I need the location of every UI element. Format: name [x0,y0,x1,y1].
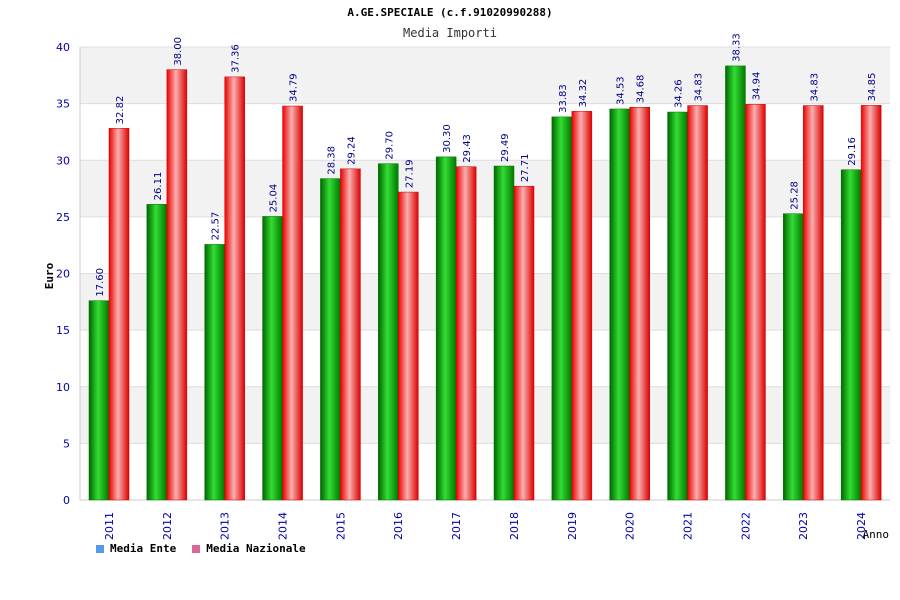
data-label: 25.28 [789,181,800,210]
legend-swatch-ente [96,544,104,553]
bar-ente-2020 [609,108,630,501]
y-tick-label: 35 [56,98,70,111]
legend-swatch-nazionale [192,544,201,553]
data-label: 32.82 [115,96,126,125]
bar-ente-2019 [551,116,573,501]
y-tick-label: 0 [63,494,70,507]
y-tick-label: 25 [56,211,70,224]
bar-nazionale-2016 [398,191,419,501]
bar-ente-2024 [840,169,862,501]
y-tick-label: 10 [56,381,70,394]
legend-label-nazionale: Media Nazionale [206,542,306,555]
bar-ente-2022 [725,65,746,501]
bar-nazionale-2015 [340,168,361,501]
x-tick-label: 2017 [450,512,463,540]
bar-nazionale-2017 [455,166,477,501]
y-tick-label: 30 [56,154,70,167]
x-tick-label: 2020 [624,512,637,540]
bar-ente-2012 [146,204,168,501]
data-label: 34.94 [751,72,762,101]
bar-ente-2023 [783,213,804,501]
data-label: 25.04 [269,184,280,213]
data-label: 38.00 [173,37,184,66]
data-label: 34.83 [694,73,705,102]
data-label: 27.71 [520,154,531,183]
data-label: 22.57 [211,212,222,241]
data-label: 34.68 [636,75,647,104]
bar-ente-2013 [204,244,225,501]
x-tick-label: 2019 [566,512,579,540]
bar-ente-2017 [435,156,457,501]
x-tick-label: 2011 [103,512,116,540]
data-label: 34.85 [867,73,878,102]
x-tick-label: 2021 [682,512,695,540]
x-axis-label: Anno [863,528,890,541]
y-axis-label: Euro [43,262,56,289]
data-label: 34.32 [578,79,589,108]
data-label: 37.36 [231,44,242,73]
y-tick-label: 5 [63,437,70,450]
data-label: 28.38 [326,146,337,175]
legend-label-ente: Media Ente [110,542,177,555]
bar-ente-2011 [88,300,110,501]
data-label: 34.83 [809,73,820,102]
bar-nazionale-2023 [803,105,824,501]
x-tick-label: 2013 [219,512,232,540]
bar-ente-2021 [667,111,688,501]
data-label: 29.16 [847,137,858,166]
x-tick-label: 2024 [855,512,868,540]
chart-subtitle: Media Importi [403,26,497,40]
bar-nazionale-2022 [745,104,766,501]
bar-nazionale-2012 [166,69,188,501]
grid-band [80,47,890,104]
data-label: 33.83 [558,84,569,113]
grid-band [80,160,890,217]
chart-title: A.GE.SPECIALE (c.f.91020990288) [347,6,553,19]
data-label: 29.70 [384,131,395,160]
data-label: 29.49 [500,133,511,162]
legend: Media Ente Media Nazionale [96,542,306,555]
data-label: 34.79 [289,73,300,102]
data-label: 29.43 [462,134,473,163]
x-tick-label: 2016 [392,512,405,540]
grid-band [80,273,890,331]
data-label: 26.11 [153,172,164,201]
x-tick-label: 2012 [161,512,174,540]
data-label: 34.26 [674,79,685,108]
bar-ente-2015 [320,178,341,501]
data-label: 29.24 [346,136,357,165]
legend-item-nazionale: Media Nazionale [192,542,306,555]
bar-nazionale-2021 [687,105,708,501]
bar-nazionale-2018 [513,185,535,501]
x-tick-label: 2015 [334,512,347,540]
bar-nazionale-2013 [224,76,245,501]
data-label: 27.19 [404,159,415,188]
bar-nazionale-2020 [629,106,650,501]
bar-ente-2018 [493,165,515,501]
grid-band [80,386,890,444]
legend-item-ente: Media Ente [96,542,176,555]
data-label: 38.33 [731,33,742,62]
x-tick-label: 2022 [739,512,752,540]
data-label: 34.53 [616,76,627,105]
bar-ente-2016 [378,163,399,501]
y-tick-label: 15 [56,324,70,337]
y-tick-label: 40 [56,41,70,54]
x-tick-label: 2014 [277,512,290,540]
y-tick-label: 20 [56,268,70,281]
bar-ente-2014 [262,216,283,501]
data-label: 30.30 [442,124,453,153]
bar-nazionale-2019 [571,111,593,501]
bar-nazionale-2024 [860,105,882,501]
x-tick-label: 2023 [797,512,810,540]
x-tick-label: 2018 [508,512,521,540]
data-label: 17.60 [95,268,106,297]
bar-nazionale-2011 [108,128,130,501]
bar-nazionale-2014 [282,105,303,501]
